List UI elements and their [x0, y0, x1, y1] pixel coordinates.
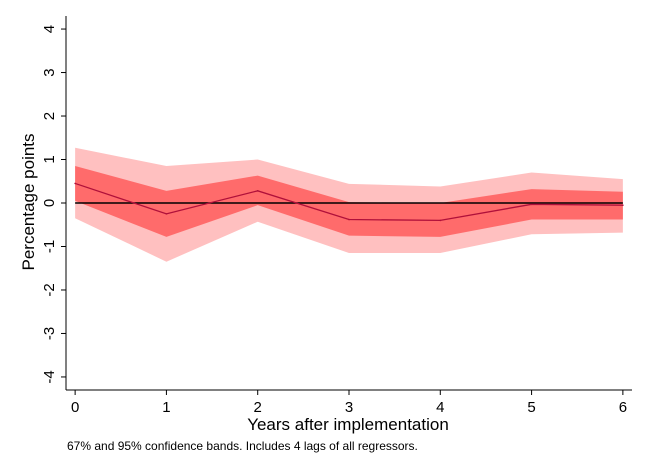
estimate-point — [622, 204, 624, 206]
y-tick-label: 1 — [41, 155, 58, 163]
estimate-point — [439, 219, 442, 222]
x-tick-label: 3 — [345, 399, 353, 416]
estimate-point — [530, 203, 533, 206]
y-tick-label: -2 — [41, 283, 58, 296]
y-tick-label: 0 — [41, 199, 58, 207]
estimate-point — [74, 182, 76, 185]
estimate-point — [256, 190, 259, 192]
y-tick-label: -4 — [41, 370, 58, 383]
x-tick-label: 2 — [254, 399, 262, 416]
x-tick-label: 4 — [436, 399, 444, 416]
x-tick-label: 5 — [527, 399, 535, 416]
chart-axes: -4 -3 -2 -1 0 1 2 3 4 0 1 2 3 4 5 6 — [41, 16, 632, 416]
y-tick-label: 3 — [41, 68, 58, 76]
y-tick-label: 4 — [41, 25, 58, 33]
y-tick-label: 2 — [41, 112, 58, 120]
x-tick-label: 6 — [619, 399, 627, 416]
estimate-point — [165, 213, 168, 215]
chart-note: 67% and 95% confidence bands. Includes 4… — [67, 439, 418, 453]
estimate-point — [348, 218, 350, 221]
y-tick-label: -3 — [41, 327, 58, 340]
x-tick-label: 1 — [162, 399, 170, 416]
chart-lines — [74, 182, 624, 222]
band-67pct — [75, 166, 623, 237]
x-axis-title: Years after implementation — [247, 415, 449, 434]
x-tick-label: 0 — [71, 399, 79, 416]
y-tick-label: -1 — [41, 240, 58, 253]
confidence-bands — [75, 147, 623, 262]
y-axis-title: Percentage points — [19, 133, 38, 270]
